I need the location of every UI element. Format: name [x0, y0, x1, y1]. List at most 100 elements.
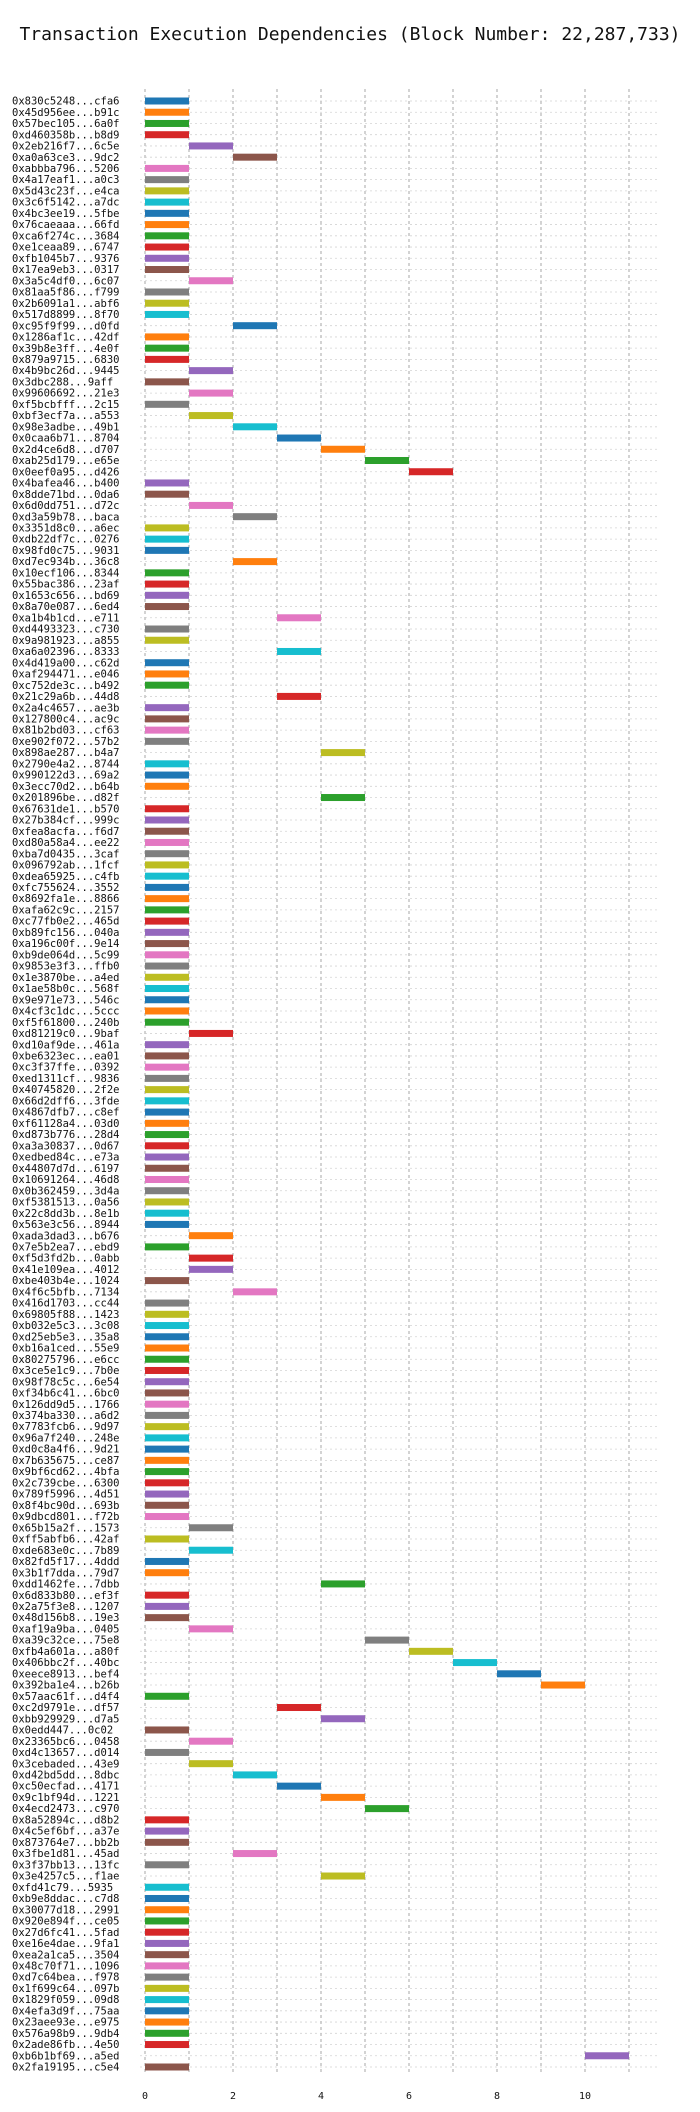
transaction-label: 0x66d2dff6...3fde	[12, 1095, 119, 1107]
transaction-bar	[145, 1187, 189, 1195]
transaction-label: 0x9e971e73...546c	[12, 994, 119, 1006]
transaction-label: 0xd3a59b78...baca	[12, 511, 119, 523]
transaction-label: 0x4d419a00...c62d	[12, 657, 119, 669]
transaction-bar	[145, 917, 189, 925]
transaction-label: 0x3ecc70d2...b64b	[12, 781, 119, 793]
transaction-bar	[145, 1333, 189, 1341]
transaction-bar	[145, 1602, 189, 1610]
transaction-bar	[145, 1748, 189, 1756]
transaction-bar	[145, 1086, 189, 1094]
transaction-label: 0xa196c00f...9e14	[12, 938, 119, 950]
transaction-bar	[453, 1659, 497, 1667]
transaction-label: 0x392ba1e4...b26b	[12, 1680, 119, 1692]
transaction-label: 0x3ce5e1c9...7b0e	[12, 1365, 119, 1377]
transaction-label: 0x4bafea46...b400	[12, 478, 119, 490]
transaction-label: 0x1653c656...bd69	[12, 590, 119, 602]
transaction-bar	[145, 816, 189, 824]
transaction-label: 0xde683e0c...7b89	[12, 1545, 119, 1557]
transaction-bar	[145, 266, 189, 274]
transaction-label: 0x41e109ea...4012	[12, 1264, 119, 1276]
transaction-bar	[145, 1557, 189, 1565]
transaction-bar	[145, 2018, 189, 2026]
transaction-label: 0x830c5248...cfa6	[12, 96, 119, 108]
transaction-label: 0xf5d3fd2b...0abb	[12, 1253, 119, 1265]
transaction-bar	[145, 119, 189, 127]
transaction-bar	[321, 1872, 365, 1880]
transaction-label: 0xc3f37ffe...0392	[12, 1062, 119, 1074]
transaction-bar	[145, 1277, 189, 1285]
transaction-bar	[541, 1681, 585, 1689]
transaction-label: 0xbf3ecf7a...a553	[12, 410, 119, 422]
transaction-label: 0x4f6c5bfb...7134	[12, 1286, 119, 1298]
transaction-label: 0x4c5ef6bf...a37e	[12, 1826, 119, 1838]
transaction-label: 0x7b635675...ce87	[12, 1455, 119, 1467]
transaction-label: 0x4cf3c1dc...5ccc	[12, 1006, 119, 1018]
transaction-label: 0x9a981923...a855	[12, 635, 119, 647]
transaction-bar	[145, 1411, 189, 1419]
transaction-bar	[145, 1355, 189, 1363]
transaction-bar	[145, 2041, 189, 2049]
transaction-label: 0x9853e3f3...ffb0	[12, 961, 119, 973]
transaction-label: 0x4bc3ee19...5fbe	[12, 208, 119, 220]
transaction-bar	[409, 1647, 453, 1655]
transaction-label: 0xf34b6c41...6bc0	[12, 1388, 119, 1400]
transaction-bar	[233, 1288, 277, 1296]
transaction-label: 0xd0c8a4f6...9d21	[12, 1444, 119, 1456]
transaction-label: 0xb6b1bf69...a5ed	[12, 2050, 119, 2062]
transaction-label: 0xedbed84c...e73a	[12, 1152, 119, 1164]
transaction-label: 0x76caeaaa...66fd	[12, 219, 119, 231]
transaction-label: 0xd7c64bea...f978	[12, 1972, 119, 1984]
transaction-bar	[189, 1524, 233, 1532]
transaction-bar	[145, 1827, 189, 1835]
transaction-bar	[145, 209, 189, 217]
transaction-bar	[189, 142, 233, 150]
transaction-label: 0xd10af9de...461a	[12, 1039, 119, 1051]
transaction-label: 0xd7ec934b...36c8	[12, 556, 119, 568]
transaction-label: 0xfd41c79...5935	[12, 1882, 113, 1894]
transaction-label: 0x99606692...21e3	[12, 388, 119, 400]
transaction-label: 0x21c29a6b...44d8	[12, 691, 119, 703]
transaction-label: 0xa1b4b1cd...e711	[12, 612, 119, 624]
transaction-bar	[189, 1254, 233, 1262]
transaction-label: 0x10ecf106...8344	[12, 567, 119, 579]
x-tick-label: 8	[494, 2091, 500, 2102]
transaction-bar	[145, 254, 189, 262]
vertical-gridlines	[144, 89, 630, 2075]
transaction-label: 0xc95f9f99...d0fd	[12, 320, 119, 332]
transaction-label: 0xa6a02396...8333	[12, 646, 119, 658]
chart-title: Transaction Execution Dependencies (Bloc…	[19, 24, 680, 45]
transaction-label: 0xf5381513...0a56	[12, 1197, 119, 1209]
transaction-label: 0x416d1703...cc44	[12, 1298, 119, 1310]
transaction-label: 0x1f699c64...097b	[12, 1983, 119, 1995]
transaction-bar	[145, 704, 189, 712]
transaction-label: 0x57aac61f...d4f4	[12, 1691, 119, 1703]
transaction-label: 0x2a75f3e8...1207	[12, 1601, 119, 1613]
transaction-bar	[145, 1535, 189, 1543]
transaction-label: 0x17ea9eb3...0317	[12, 264, 119, 276]
transaction-label: 0x3e4257c5...f1ae	[12, 1871, 119, 1883]
transaction-bar	[145, 1018, 189, 1026]
transaction-bar	[145, 1984, 189, 1992]
transaction-bar	[189, 1232, 233, 1240]
transaction-bar	[145, 625, 189, 633]
transaction-label: 0x44807d7d...6197	[12, 1163, 119, 1175]
transaction-label: 0xc752de3c...b492	[12, 680, 119, 692]
transaction-bar	[145, 1423, 189, 1431]
transaction-bar	[145, 1614, 189, 1622]
transaction-bar	[145, 1456, 189, 1464]
transaction-labels: 0x830c5248...cfa60x45d956ee...b91c0x57be…	[12, 96, 119, 2074]
transaction-bar	[145, 490, 189, 498]
transaction-label: 0x10691264...46d8	[12, 1174, 119, 1186]
transaction-label: 0xbe6323ec...ea01	[12, 1051, 119, 1063]
transaction-label: 0xaf294471...e046	[12, 669, 119, 681]
transaction-label: 0x8dde71bd...0da6	[12, 489, 119, 501]
transaction-bar	[145, 198, 189, 206]
transaction-bar	[145, 580, 189, 588]
transaction-label: 0xf61128a4...03d0	[12, 1118, 119, 1130]
x-tick-label: 0	[142, 2091, 148, 2102]
transaction-bar	[145, 1175, 189, 1183]
transaction-bar	[189, 367, 233, 375]
transaction-label: 0xd81219c0...9baf	[12, 1028, 119, 1040]
transaction-label: 0x789f5996...4d51	[12, 1489, 119, 1501]
transaction-label: 0xb9e8ddac...c7d8	[12, 1893, 119, 1905]
